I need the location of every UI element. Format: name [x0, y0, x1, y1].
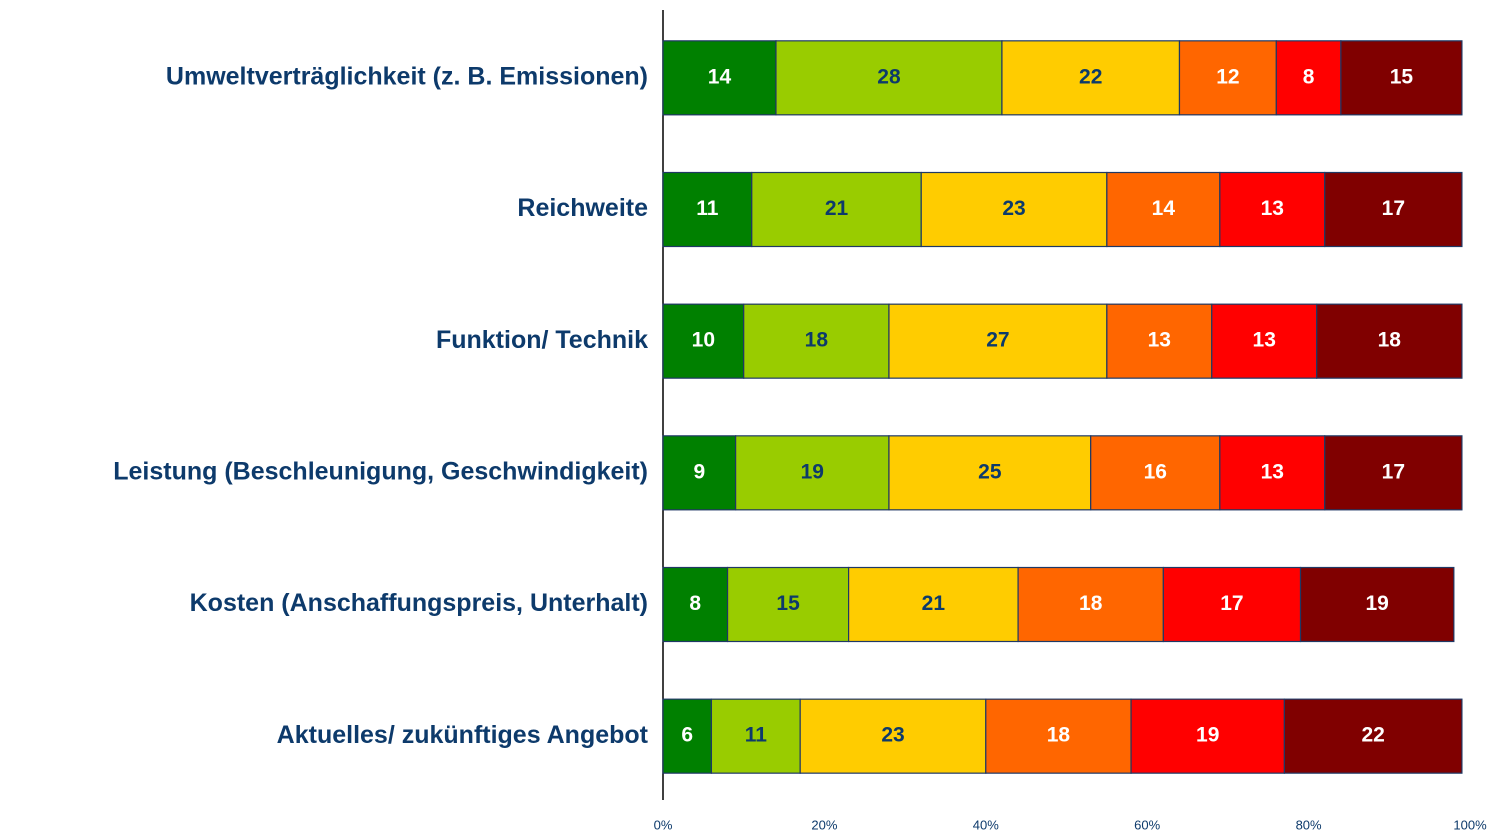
bar-segment	[1211, 303, 1318, 379]
value-label: 22	[1361, 724, 1384, 747]
bar-segment	[1324, 435, 1463, 511]
bar-segment	[1130, 698, 1285, 774]
value-label: 11	[696, 197, 719, 220]
bar-segment	[888, 435, 1092, 511]
value-label: 21	[825, 197, 849, 220]
bar-segment	[1017, 566, 1164, 643]
x-tick-label: 20%	[811, 817, 837, 832]
value-label: 13	[1148, 329, 1171, 352]
bar-segment	[1001, 40, 1181, 116]
value-label: 27	[986, 329, 1009, 352]
bar-segment	[799, 698, 987, 774]
value-label: 23	[1002, 197, 1025, 220]
bar-segment	[1299, 566, 1455, 643]
value-label: 21	[922, 592, 946, 615]
value-label: 19	[1196, 724, 1219, 747]
bar-segment	[710, 698, 801, 774]
bar-segment	[1283, 698, 1463, 774]
value-label: 19	[801, 460, 824, 483]
value-label: 14	[1152, 197, 1176, 220]
value-label: 25	[978, 460, 1002, 483]
bar-segment	[888, 303, 1108, 379]
bar-segment	[985, 698, 1132, 774]
value-label: 17	[1382, 197, 1405, 220]
value-label: 9	[693, 460, 705, 483]
bar-segment	[662, 435, 737, 511]
value-label: 6	[681, 724, 693, 747]
bar-segment	[848, 566, 1019, 643]
x-tick-label: 60%	[1134, 817, 1160, 832]
value-label: 13	[1261, 460, 1284, 483]
category-label: Funktion/ Technik	[436, 326, 648, 354]
value-label: 28	[877, 65, 901, 88]
value-label: 15	[776, 592, 800, 615]
value-label: 14	[708, 65, 732, 88]
x-tick-label: 100%	[1453, 817, 1487, 832]
bar-segment	[1324, 171, 1463, 248]
bar-segment	[1090, 435, 1221, 511]
value-label: 23	[881, 724, 904, 747]
bar-segment	[920, 171, 1108, 248]
bar-segment	[662, 303, 745, 379]
bar-segment	[751, 171, 922, 248]
bar-segment	[1316, 303, 1463, 379]
value-label: 19	[1366, 592, 1389, 615]
bar-segment	[1106, 303, 1213, 379]
value-label: 18	[1079, 592, 1103, 615]
bar-segment	[1106, 171, 1221, 248]
bar-segment	[662, 566, 729, 643]
value-label: 16	[1144, 460, 1167, 483]
value-label: 12	[1216, 65, 1239, 88]
bar-segment	[1219, 171, 1326, 248]
value-label: 18	[1047, 724, 1071, 747]
value-label: 8	[689, 592, 701, 615]
bar-segment	[1219, 435, 1326, 511]
value-label: 13	[1253, 329, 1276, 352]
value-label: 17	[1382, 460, 1405, 483]
value-label: 17	[1220, 592, 1243, 615]
value-label: 10	[692, 329, 715, 352]
bar-segment	[743, 303, 890, 379]
category-label: Kosten (Anschaffungspreis, Unterhalt)	[190, 589, 648, 617]
value-label: 22	[1079, 65, 1102, 88]
category-label: Reichweite	[517, 194, 648, 222]
category-label: Aktuelles/ zukünftiges Angebot	[277, 721, 649, 749]
x-tick-label: 0%	[654, 817, 673, 832]
value-label: 15	[1390, 65, 1414, 88]
value-label: 13	[1261, 197, 1284, 220]
value-label: 8	[1303, 65, 1315, 88]
x-tick-label: 40%	[973, 817, 999, 832]
value-label: 11	[745, 724, 768, 747]
bar-segment	[662, 698, 713, 774]
bar-segment	[1162, 566, 1302, 643]
bar-segment	[775, 40, 1003, 116]
category-label: Leistung (Beschleunigung, Geschwindigkei…	[113, 457, 648, 485]
value-label: 18	[1378, 329, 1402, 352]
category-label: Umweltverträglichkeit (z. B. Emissionen)	[166, 62, 648, 90]
bar-segment	[1340, 40, 1463, 116]
bar-segment	[735, 435, 890, 511]
x-tick-label: 80%	[1296, 817, 1322, 832]
bar-segment	[726, 566, 850, 643]
value-label: 18	[805, 329, 829, 352]
